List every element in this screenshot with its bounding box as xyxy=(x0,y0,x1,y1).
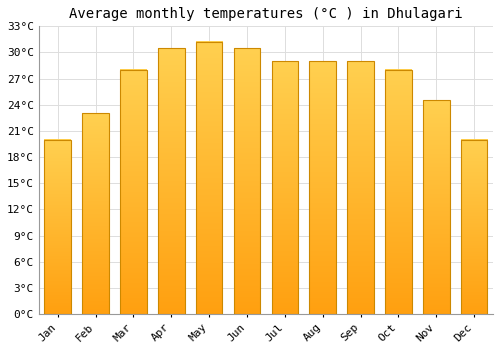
Bar xyxy=(120,70,146,314)
Bar xyxy=(423,100,450,314)
Bar xyxy=(461,140,487,314)
Bar xyxy=(272,61,298,314)
Bar xyxy=(44,140,71,314)
Bar xyxy=(196,42,222,314)
Bar xyxy=(348,61,374,314)
Bar xyxy=(82,113,109,314)
Bar xyxy=(310,61,336,314)
Bar xyxy=(234,48,260,314)
Bar xyxy=(385,70,411,314)
Title: Average monthly temperatures (°C ) in Dhulagari: Average monthly temperatures (°C ) in Dh… xyxy=(69,7,462,21)
Bar xyxy=(158,48,184,314)
